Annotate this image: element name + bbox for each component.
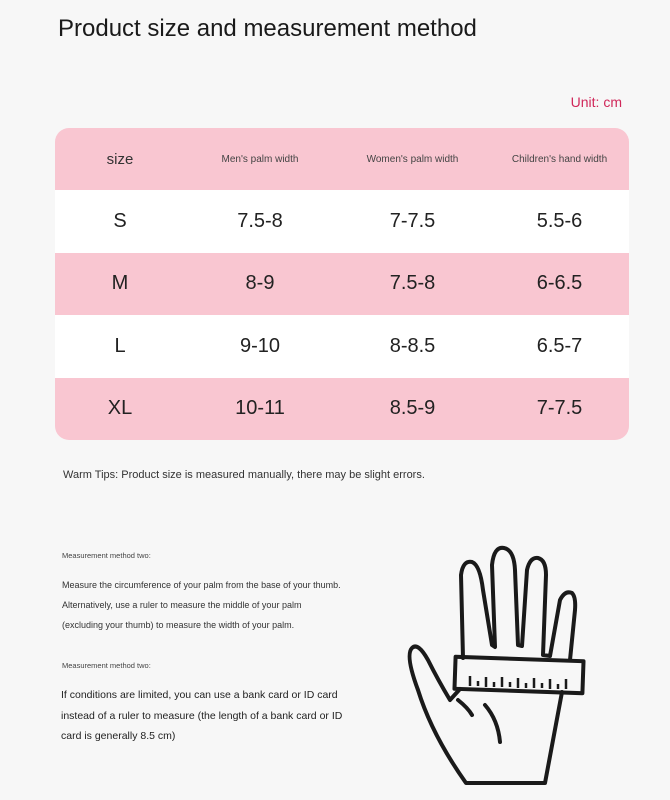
method2-heading: Measurement method two: [62, 661, 151, 670]
cell: 10-11 [235, 397, 285, 420]
method1-heading: Measurement method two: [62, 551, 151, 560]
cell: 5.5-6 [536, 210, 583, 233]
header-women: Women's palm width [366, 153, 459, 165]
cell: XL [107, 397, 133, 420]
ruler-ticks [468, 676, 568, 689]
cell: 7-7.5 [536, 397, 583, 420]
header-size: size [106, 150, 134, 168]
cell: 9-10 [239, 334, 281, 357]
cell: M [111, 272, 129, 295]
table-row: S 7.5-8 7-7.5 5.5-6 [55, 190, 629, 253]
size-table: size Men's palm width Women's palm width… [55, 128, 629, 440]
header-children: Children's hand width [511, 153, 608, 165]
cell: 7.5-8 [237, 210, 283, 233]
warm-tips: Warm Tips: Product size is measured manu… [63, 469, 425, 481]
cell: 8.5-9 [389, 397, 436, 420]
table-row: L 9-10 8-8.5 6.5-7 [55, 315, 629, 378]
cell: 6-6.5 [536, 272, 583, 295]
unit-label: Unit: cm [570, 94, 622, 110]
table-row: XL 10-11 8.5-9 7-7.5 [55, 378, 629, 440]
cell: L [114, 334, 126, 357]
cell: S [113, 210, 127, 233]
cell: 8-8.5 [389, 334, 436, 357]
cell: 7-7.5 [389, 210, 436, 233]
cell: 6.5-7 [536, 334, 583, 357]
table-row: M 8-9 7.5-8 6-6.5 [55, 253, 629, 315]
header-men: Men's palm width [221, 153, 299, 165]
method1-text: Measure the circumference of your palm f… [62, 580, 341, 630]
cell: 8-9 [245, 272, 275, 295]
table-header: size Men's palm width Women's palm width… [55, 128, 629, 190]
page-title: Product size and measurement method [58, 15, 477, 42]
method2-text: If conditions are limited, you can use a… [61, 689, 343, 742]
cell: 7.5-8 [389, 272, 436, 295]
